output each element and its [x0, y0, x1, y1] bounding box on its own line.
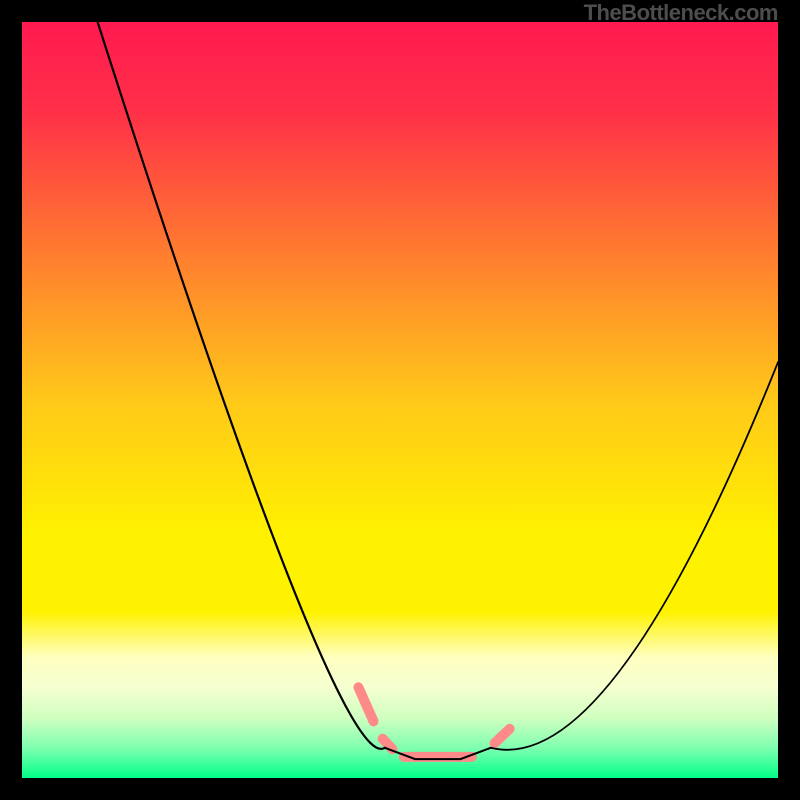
bottleneck-chart [0, 0, 800, 800]
plot-background [22, 22, 778, 778]
watermark-text: TheBottleneck.com [584, 0, 778, 26]
frame-left [0, 0, 22, 800]
chart-container: TheBottleneck.com [0, 0, 800, 800]
frame-bottom [0, 778, 800, 800]
frame-right [778, 0, 800, 800]
